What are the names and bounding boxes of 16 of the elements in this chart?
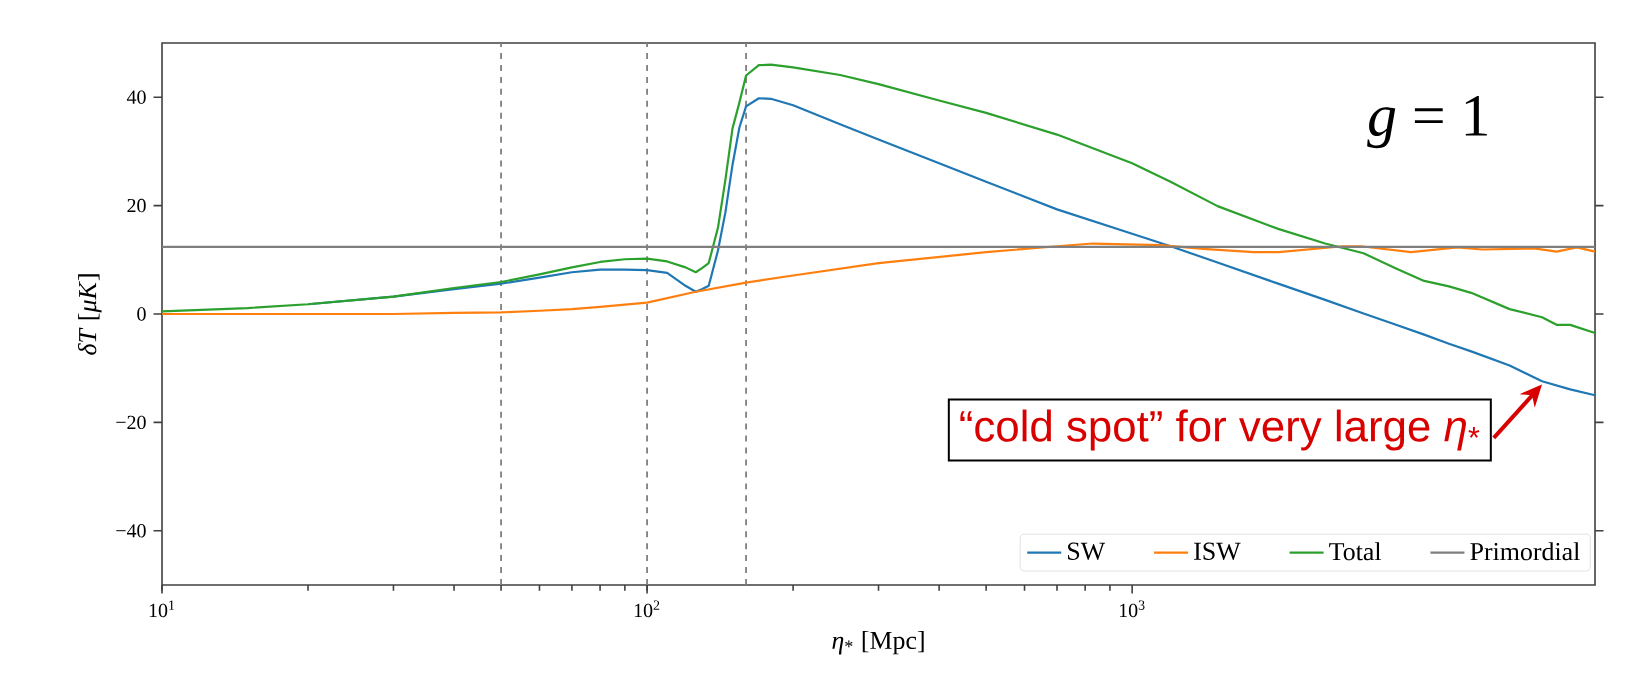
x-tick-label: 10$^{3}$ <box>1119 600 1145 618</box>
legend-label: Total <box>1329 542 1382 561</box>
x-tick-label: 10$^{1}$ <box>149 600 175 618</box>
x-tick-label: 10$^{2}$ <box>634 600 660 618</box>
y-tick-label: 20 <box>127 198 146 213</box>
legend-label: ISW <box>1194 542 1241 561</box>
y-tick-label: −20 <box>116 415 146 430</box>
y-tick-label: 40 <box>126 90 146 104</box>
y-tick-label: 0 <box>137 307 146 321</box>
annotation: g = 1 <box>1367 96 1487 149</box>
annotation: “cold spot” for very large η$_{*}$ <box>960 409 1480 451</box>
legend-label: Primordial <box>1470 542 1580 561</box>
y-axis-title: δT [μK] <box>77 274 102 355</box>
legend-label: SW <box>1068 542 1106 561</box>
y-tick-label: −40 <box>116 524 146 538</box>
x-axis-title: η$_{*}$ [Mpc] <box>832 630 924 655</box>
